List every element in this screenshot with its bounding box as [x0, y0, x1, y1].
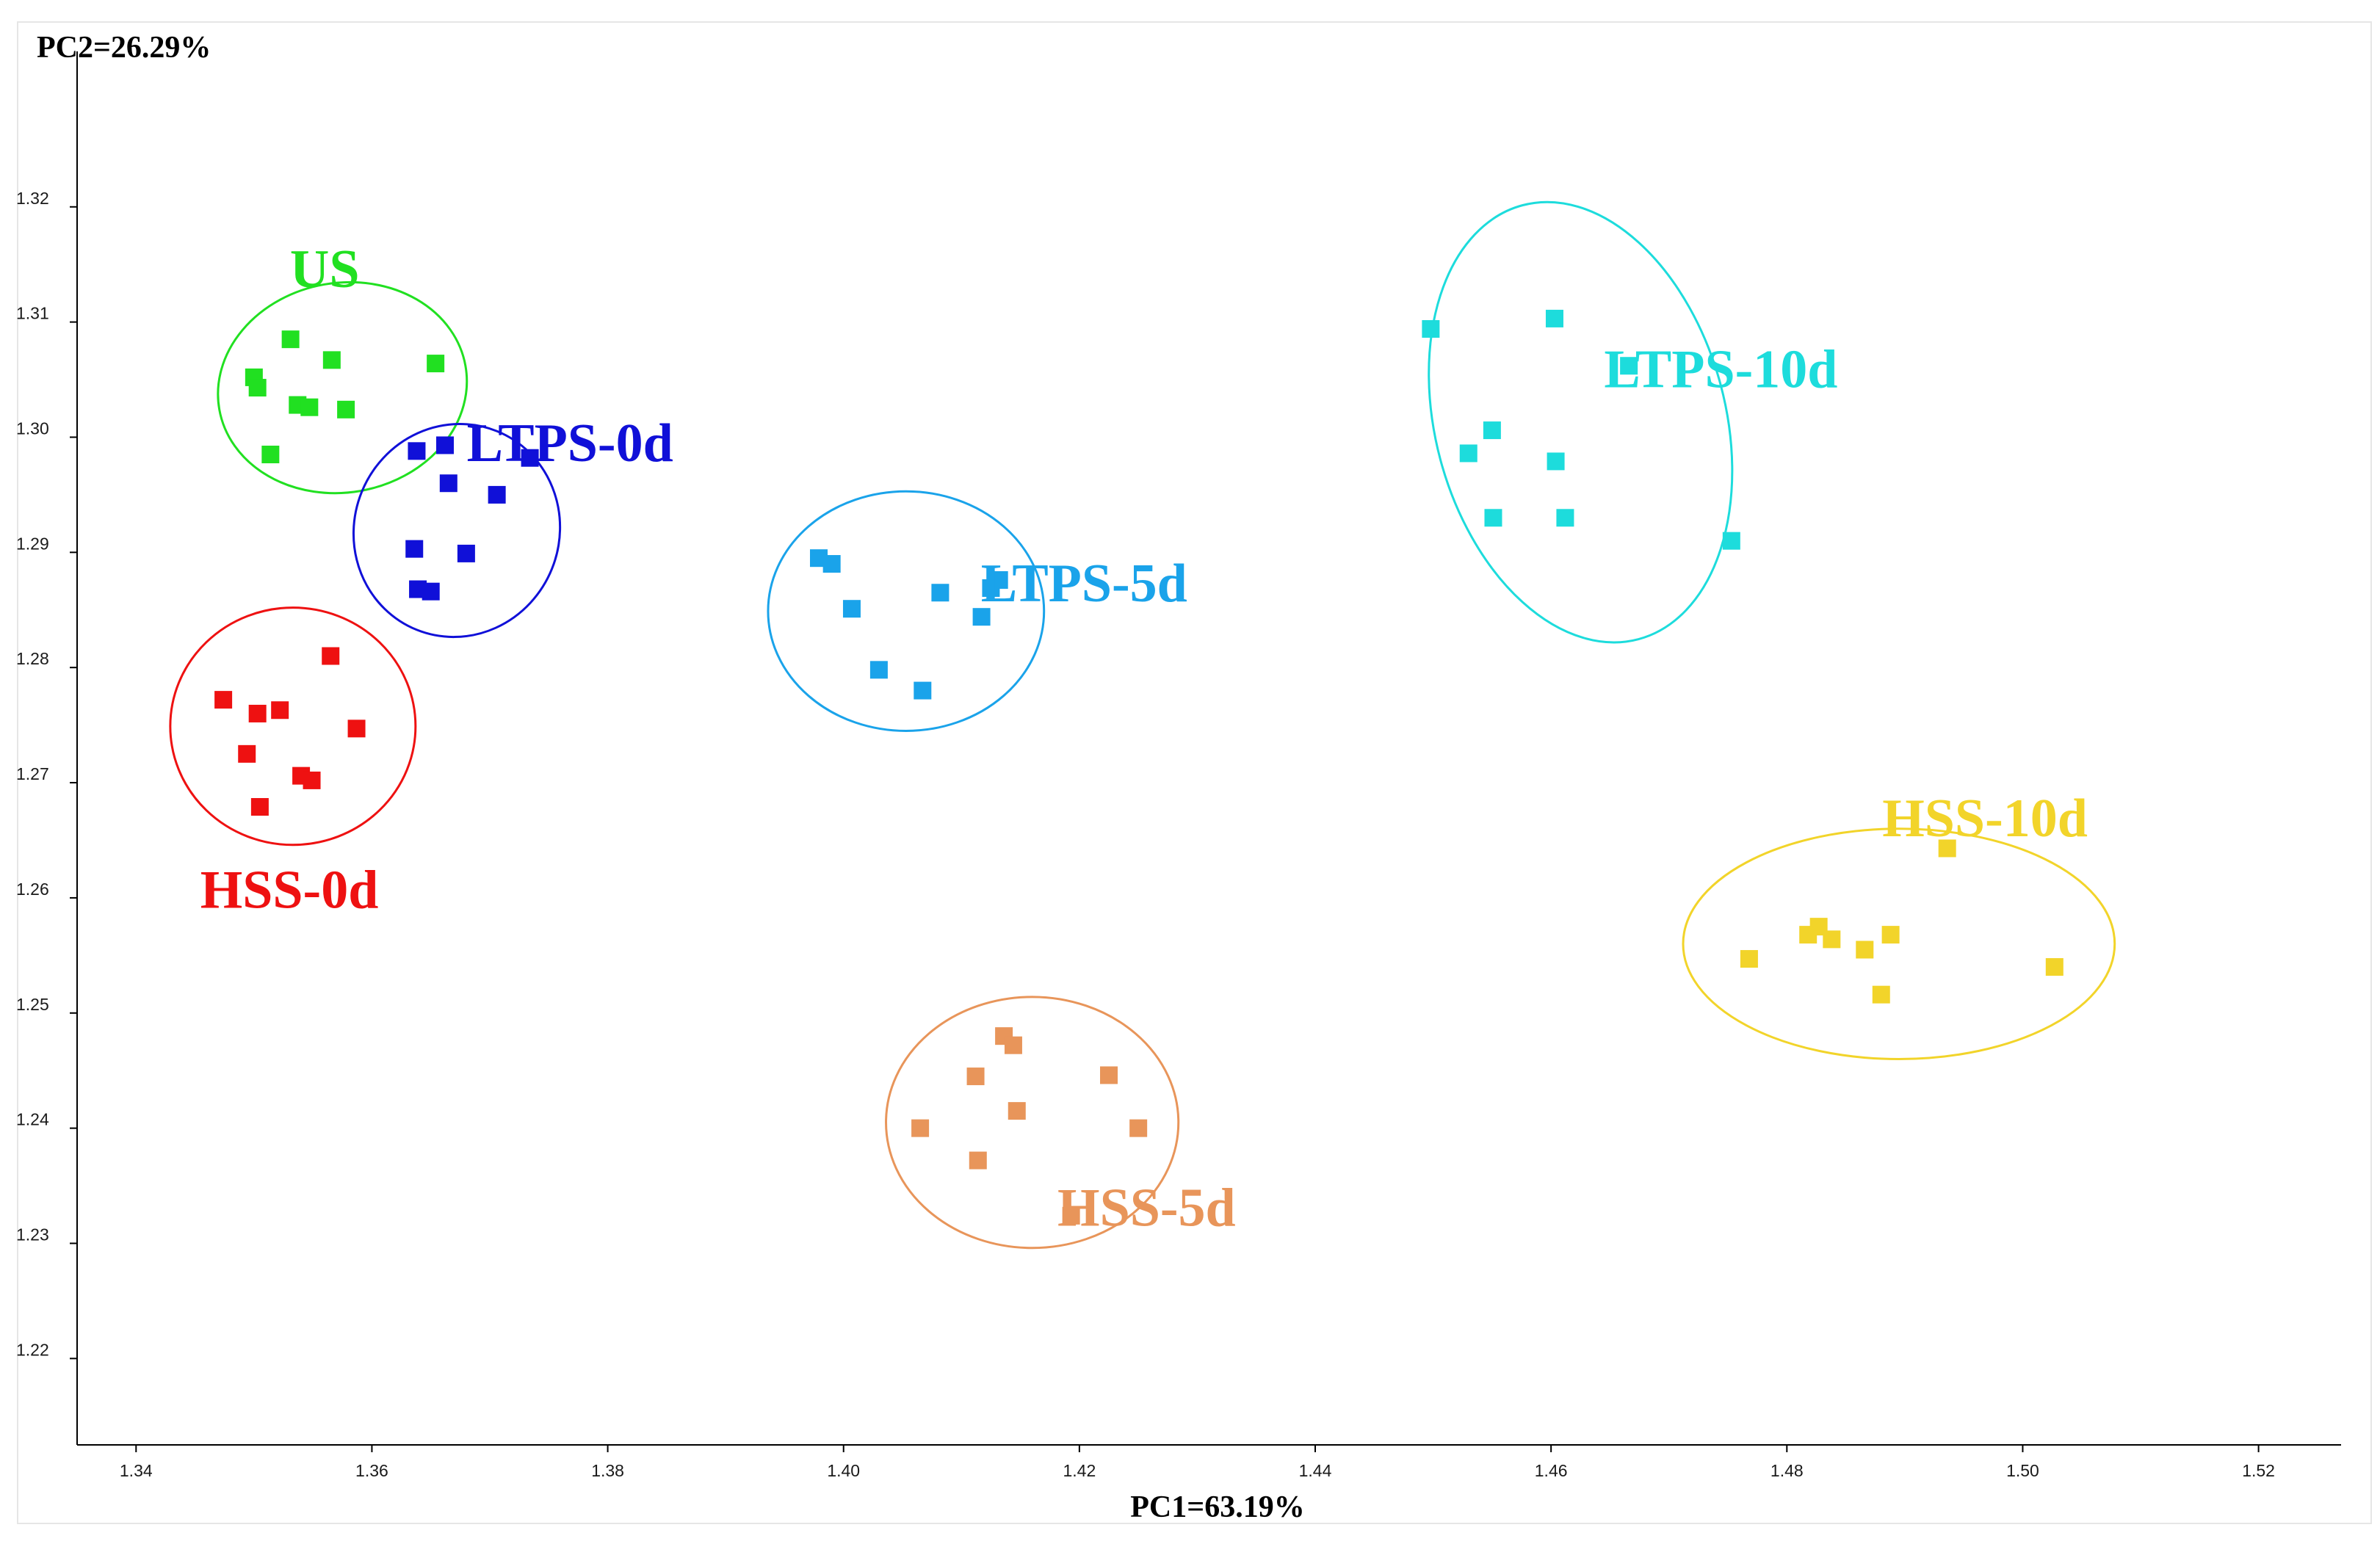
point-ltps-0d	[457, 544, 475, 562]
y-ticks: 1.22 1.23 1.24 1.25 1.26 1.27 1.28 1.29 1.30 1.31…	[16, 189, 77, 1360]
x-tick-label: 1.36	[355, 1461, 388, 1480]
point-ltps-10d	[1722, 532, 1740, 550]
group-label-ltps-5d: LTPS-5d	[981, 554, 1187, 614]
y-tick-label: 1.25	[16, 995, 49, 1014]
x-tick-label: 1.44	[1299, 1461, 1332, 1480]
group-label-ltps-0d: LTPS-0d	[467, 413, 673, 474]
x-tick-label: 1.34	[120, 1461, 153, 1480]
point-ltps-10d	[1556, 509, 1574, 527]
group-labels: US LTPS-0d LTPS-5d LTPS-10d HSS-0d HSS-5d HSS-…	[200, 239, 2088, 1238]
point-hss-5d	[969, 1151, 987, 1170]
point-us	[427, 355, 445, 373]
point-ltps-10d	[1547, 452, 1565, 471]
point-ltps-10d	[1484, 509, 1502, 527]
point-ltps-5d	[972, 608, 991, 626]
x-tick-label: 1.46	[1535, 1461, 1568, 1480]
ellipse-ltps-0d	[352, 423, 562, 639]
point-hss-0d	[347, 720, 366, 738]
group-label-hss-5d: HSS-5d	[1057, 1178, 1236, 1238]
x-tick-label: 1.40	[827, 1461, 860, 1480]
point-hss-5d	[1129, 1119, 1148, 1137]
point-hss-5d	[911, 1119, 930, 1137]
point-hss-0d	[303, 771, 321, 789]
x-tick-label: 1.52	[2242, 1461, 2275, 1480]
point-hss-0d	[250, 797, 269, 816]
x-tick-label: 1.42	[1063, 1461, 1096, 1480]
point-ltps-5d	[822, 555, 841, 573]
ellipse-ltps-5d	[767, 490, 1046, 732]
point-hss-10d	[1872, 985, 1890, 1004]
point-hss-5d	[1062, 1206, 1080, 1225]
y-tick-label: 1.22	[16, 1340, 49, 1359]
point-ltps-5d	[869, 661, 888, 679]
y-tick-label: 1.24	[16, 1110, 49, 1129]
point-hss-10d	[2045, 958, 2063, 976]
point-ltps-0d	[422, 582, 440, 601]
point-hss-10d	[1938, 839, 1956, 858]
point-ltps-5d	[914, 681, 932, 700]
point-ltps-10d	[1459, 444, 1477, 463]
y-tick-label: 1.31	[16, 304, 49, 323]
point-us	[281, 330, 300, 349]
y-tick-label: 1.27	[16, 764, 49, 783]
point-ltps-10d	[1422, 320, 1440, 338]
point-hss-0d	[271, 701, 289, 720]
point-ltps-0d	[405, 540, 424, 558]
point-ltps-0d	[488, 485, 506, 504]
point-hss-0d	[248, 704, 267, 722]
ellipse-ltps-10d	[1428, 200, 1734, 644]
point-ltps-5d	[990, 570, 1008, 589]
x-tick-label: 1.38	[591, 1461, 624, 1480]
y-tick-label: 1.32	[16, 189, 49, 208]
ellipse-hss-0d	[169, 606, 417, 847]
point-hss-10d	[1881, 926, 1900, 944]
point-us	[322, 351, 341, 369]
point-us	[300, 398, 319, 416]
point-ltps-10d	[1483, 421, 1501, 440]
y-tick-label: 1.28	[16, 649, 49, 668]
point-ltps-10d	[1620, 357, 1638, 375]
group-label-hss-0d: HSS-0d	[200, 860, 379, 920]
point-us	[261, 446, 280, 464]
ellipse-hss-10d	[1682, 827, 2116, 1061]
ellipse-us	[217, 280, 469, 495]
point-hss-5d	[966, 1068, 985, 1086]
group-label-us: US	[290, 239, 360, 300]
y-tick-label: 1.29	[16, 534, 49, 553]
point-hss-10d	[1823, 930, 1841, 949]
y-tick-label: 1.26	[16, 880, 49, 899]
x-ticks: 1.34 1.36 1.38 1.40 1.42 1.44 1.46 1.48 1.50 1.52	[120, 1445, 2275, 1480]
point-hss-0d	[214, 691, 233, 709]
point-hss-0d	[238, 744, 256, 763]
point-ltps-5d	[842, 600, 861, 618]
ellipse-hss-5d	[885, 996, 1180, 1250]
point-hss-0d	[322, 647, 340, 665]
x-tick-label: 1.48	[1770, 1461, 1804, 1480]
point-hss-5d	[1100, 1066, 1118, 1084]
point-us	[337, 400, 355, 418]
y-tick-label: 1.30	[16, 418, 49, 438]
point-ltps-10d	[1545, 309, 1563, 327]
point-ltps-0d	[521, 449, 539, 467]
point-hss-5d	[1004, 1036, 1022, 1054]
point-ltps-0d	[408, 442, 426, 460]
group-label-hss-10d: HSS-10d	[1882, 789, 2088, 849]
chart-frame	[17, 21, 2372, 1524]
x-axis-title: PC1=63.19%	[1130, 1490, 1304, 1524]
group-label-ltps-10d: LTPS-10d	[1604, 339, 1837, 399]
point-hss-5d	[1008, 1102, 1026, 1120]
point-ltps-0d	[439, 474, 457, 493]
point-ltps-5d	[931, 584, 950, 602]
point-us	[248, 379, 267, 397]
point-hss-10d	[1740, 950, 1758, 968]
data-points	[214, 309, 2063, 1225]
y-axis-title: PC2=26.29%	[37, 31, 211, 65]
axes	[76, 51, 2341, 1446]
y-tick-label: 1.23	[16, 1225, 49, 1244]
point-hss-10d	[1856, 940, 1874, 959]
x-tick-label: 1.50	[2006, 1461, 2039, 1480]
cluster-ellipses	[169, 200, 2116, 1250]
point-ltps-0d	[435, 436, 454, 454]
